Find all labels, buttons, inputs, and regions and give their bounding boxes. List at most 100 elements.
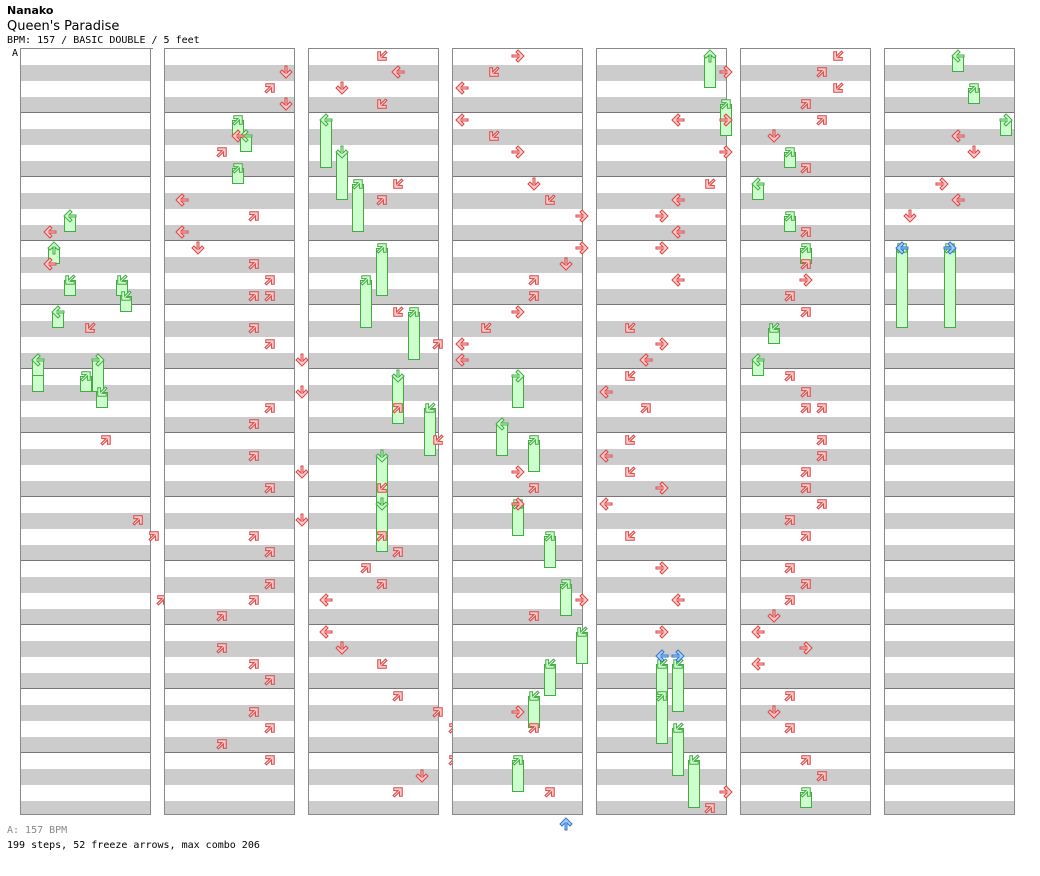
measure-line [741,624,870,625]
chart-column-7 [884,48,1015,815]
tap-arrow [670,592,686,608]
tap-arrow [454,336,470,352]
measure-line [309,496,438,497]
tap-arrow [318,592,334,608]
tap-arrow [750,656,766,672]
freeze-arrow-head [46,240,62,256]
freeze-arrow-head [510,752,526,768]
freeze-arrow-head [422,400,438,416]
tap-arrow [390,304,406,320]
freeze-arrow-head [782,144,798,160]
measure-line [885,240,1014,241]
tap-arrow [262,288,278,304]
tap-arrow [702,800,718,816]
tap-arrow [246,656,262,672]
tap-arrow [478,320,494,336]
measure-line [165,560,294,561]
tap-arrow [390,400,406,416]
tap-arrow [766,608,782,624]
tap-arrow [782,368,798,384]
measure-line [21,688,150,689]
measure-line [597,752,726,753]
tap-arrow [654,624,670,640]
tap-arrow [262,720,278,736]
tap-arrow [798,752,814,768]
freeze-arrow-head [30,352,46,368]
tap-arrow [542,192,558,208]
tap-arrow [190,240,206,256]
shock-arrow [942,240,958,256]
measure-line [597,432,726,433]
measure-line [885,368,1014,369]
freeze-arrow-head [998,112,1014,128]
measure-line [885,560,1014,561]
tap-arrow [262,576,278,592]
freeze-arrow-head [510,368,526,384]
freeze-arrow-head [494,416,510,432]
freeze-arrow-head [526,688,542,704]
freeze-arrow-head [62,272,78,288]
tap-arrow [654,208,670,224]
tap-arrow [374,48,390,64]
freeze-arrow-head [558,576,574,592]
tap-arrow [798,160,814,176]
tap-arrow [750,624,766,640]
measure-line [21,176,150,177]
measure-line [453,368,582,369]
freeze-arrow-head [50,304,66,320]
tap-arrow [42,224,58,240]
tap-arrow [542,784,558,800]
tap-arrow [782,592,798,608]
tap-arrow [246,256,262,272]
tap-arrow [718,64,734,80]
tap-arrow [334,80,350,96]
tap-arrow [798,528,814,544]
measure-line [453,496,582,497]
tap-arrow [246,320,262,336]
measure-line [309,560,438,561]
tap-arrow [130,512,146,528]
tap-arrow [278,96,294,112]
freeze-arrow-head [62,208,78,224]
tap-arrow [598,496,614,512]
freeze-arrow-head [374,240,390,256]
tap-arrow [798,272,814,288]
tap-arrow [374,96,390,112]
measure-line [21,240,150,241]
measure-line [309,368,438,369]
tap-arrow [814,496,830,512]
freeze-arrow-head [686,752,702,768]
tap-arrow [526,480,542,496]
measure-line [165,112,294,113]
measure-line [21,496,150,497]
tap-arrow [454,112,470,128]
tap-arrow [638,400,654,416]
tap-arrow [622,528,638,544]
measure-line [453,304,582,305]
freeze-arrow-head [542,528,558,544]
tap-arrow [430,432,446,448]
tap-arrow [526,288,542,304]
tap-arrow [782,720,798,736]
tap-arrow [174,224,190,240]
tap-arrow [574,240,590,256]
freeze-arrow-head [798,240,814,256]
measure-line [741,304,870,305]
tap-arrow [262,752,278,768]
measure-line [309,112,438,113]
measure-line [885,624,1014,625]
tap-arrow [246,208,262,224]
measure-line [309,752,438,753]
freeze-arrow-head [358,272,374,288]
tap-arrow [334,640,350,656]
bpm-marker-label: A [12,48,19,59]
freeze-arrow-head [782,208,798,224]
tap-arrow [246,448,262,464]
tap-arrow [814,448,830,464]
measure-line [885,496,1014,497]
freeze-arrow-head [94,384,110,400]
tap-arrow [814,768,830,784]
tap-arrow [390,176,406,192]
measure-line [21,304,150,305]
measure-line [165,368,294,369]
